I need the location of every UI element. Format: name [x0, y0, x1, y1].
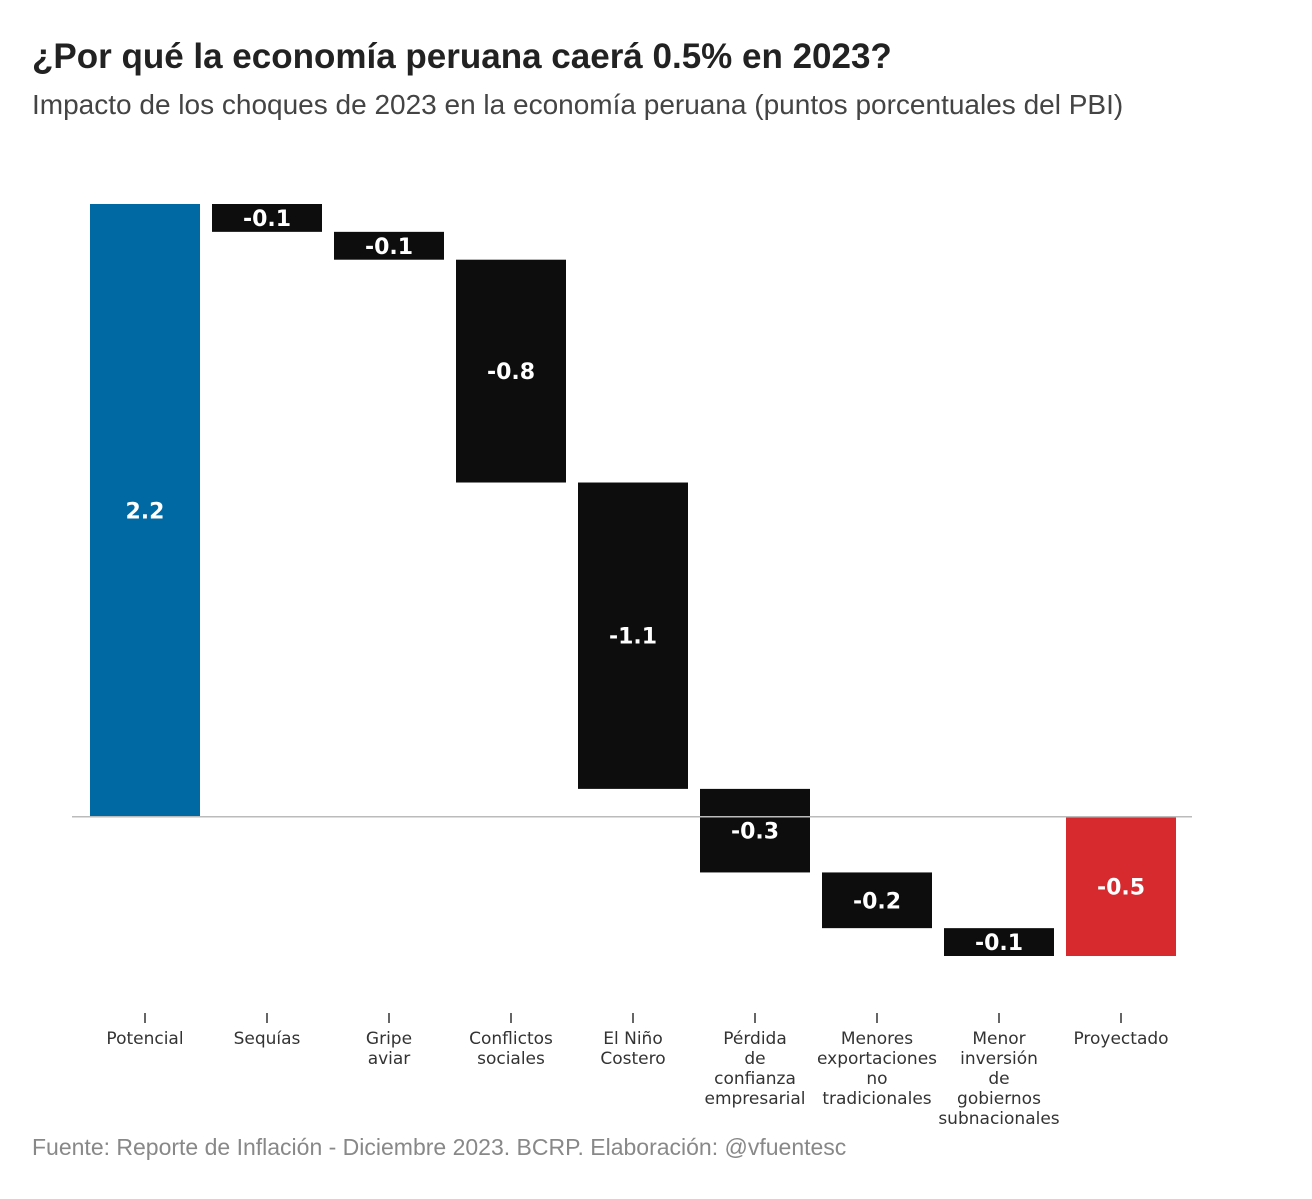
- x-tick-label: Proyectado: [1073, 1029, 1168, 1049]
- chart-title: ¿Por qué la economía peruana caerá 0.5% …: [32, 37, 892, 76]
- x-tick-label: Menores exportaciones no tradicionales: [817, 1029, 937, 1109]
- value-label: -0.3: [731, 820, 779, 845]
- bar: [822, 872, 932, 929]
- value-label: -0.2: [853, 889, 901, 914]
- value-label: -0.1: [365, 235, 413, 260]
- value-label: -1.1: [609, 625, 657, 650]
- x-tick-label: Potencial: [106, 1029, 183, 1049]
- x-tick-label: Pérdida de confianza empresarial: [704, 1029, 805, 1109]
- bar: [212, 204, 322, 232]
- x-tick-label: El Niño Costero: [600, 1029, 665, 1069]
- bar: [944, 928, 1054, 956]
- bar: [456, 259, 566, 483]
- bar: [578, 482, 688, 789]
- value-label: -0.8: [487, 360, 535, 385]
- bar: [334, 231, 444, 260]
- x-tick-label: Gripe aviar: [366, 1029, 412, 1069]
- bar: [90, 204, 200, 817]
- source-note: Fuente: Reporte de Inflación - Diciembre…: [32, 1134, 846, 1160]
- x-tick-label: Menor inversión de gobiernos subnacionales: [938, 1029, 1059, 1129]
- value-label: -0.1: [975, 931, 1023, 956]
- chart-subtitle: Impacto de los choques de 2023 en la eco…: [32, 89, 1123, 120]
- bar: [700, 788, 810, 873]
- value-label: 2.2: [126, 499, 165, 524]
- x-tick-label: Sequías: [234, 1029, 301, 1049]
- value-label: -0.5: [1097, 875, 1145, 900]
- value-label: -0.1: [243, 207, 291, 232]
- x-tick-label: Conflictos sociales: [469, 1029, 553, 1069]
- bar: [1066, 816, 1176, 956]
